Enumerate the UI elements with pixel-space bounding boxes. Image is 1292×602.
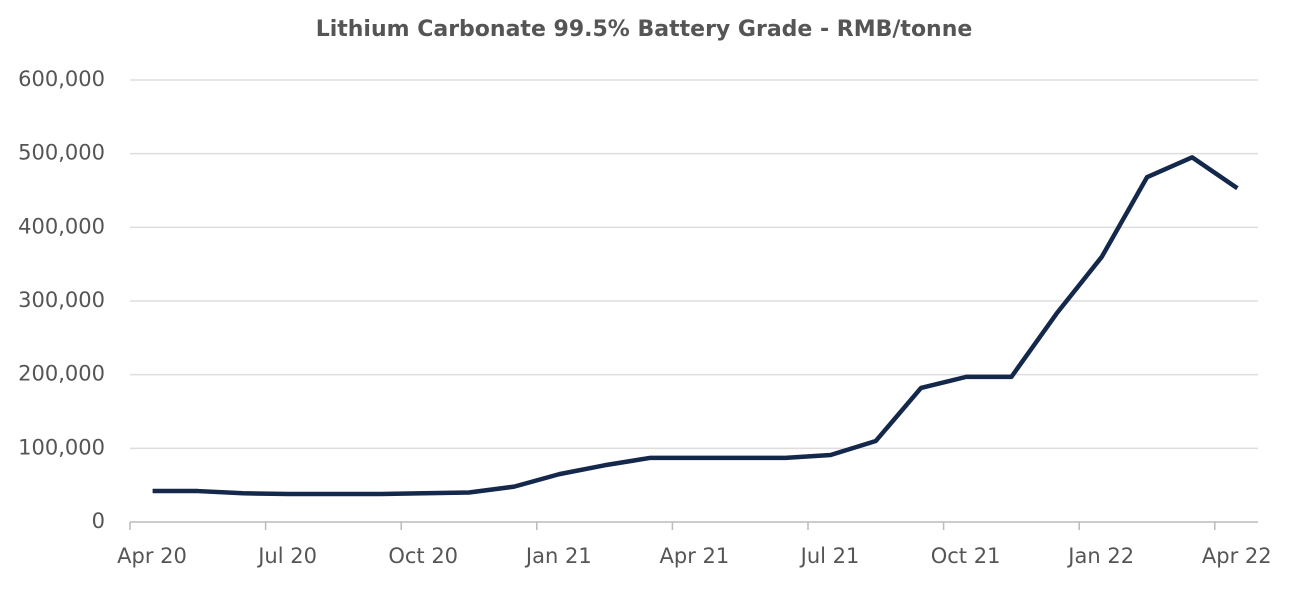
x-tick-label: Jan 22 [1066, 544, 1134, 568]
y-tick-label: 200,000 [18, 362, 105, 386]
chart-title: Lithium Carbonate 99.5% Battery Grade - … [316, 17, 973, 42]
x-tick-label: Apr 21 [660, 544, 730, 568]
x-tick-label: Apr 20 [117, 544, 187, 568]
y-tick-label: 500,000 [18, 141, 105, 165]
y-tick-label: 600,000 [18, 67, 105, 91]
x-tick-label: Jul 20 [256, 544, 317, 568]
x-tick-label: Apr 22 [1202, 544, 1272, 568]
y-tick-label: 300,000 [18, 288, 105, 312]
y-tick-label: 100,000 [18, 435, 105, 459]
x-tick-label: Jul 21 [799, 544, 860, 568]
y-tick-label: 0 [92, 509, 105, 533]
x-tick-label: Oct 20 [388, 544, 458, 568]
y-tick-label: 400,000 [18, 214, 105, 238]
line-series [152, 155, 1239, 497]
x-tick-label: Jan 21 [524, 544, 592, 568]
x-tick-label: Oct 21 [931, 544, 1001, 568]
